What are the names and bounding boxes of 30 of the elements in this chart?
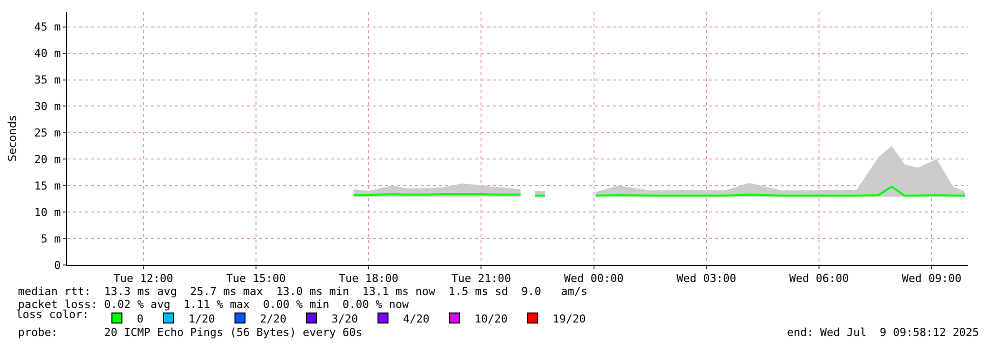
y-tick-label: 5 m xyxy=(40,232,62,246)
text: probe: 20 ICMP Echo Pings (56 Bytes) every 60s xyxy=(18,326,362,339)
y-tick-label: 40 m xyxy=(34,47,62,60)
legend-label: 4/20 xyxy=(402,312,430,326)
x-tick-label: Wed 00:00 xyxy=(564,272,624,286)
legend-label: 1/20 xyxy=(188,312,215,326)
legend-label: 2/20 xyxy=(260,312,286,326)
text: median rtt: 13.3 ms avg 25.7 ms max 13.0 ms min 13.1 ms now 1.5 ms sd 9.0 am/s xyxy=(18,285,588,298)
x-tick-label: Tue 15:00 xyxy=(226,272,286,286)
x-tick-label: Wed 03:00 xyxy=(676,272,736,286)
x-tick-label: Tue 21:00 xyxy=(451,272,512,286)
x-tick-label: Wed 06:00 xyxy=(789,272,849,286)
y-tick-label: 25 m xyxy=(34,126,62,140)
y-tick-label: 20 m xyxy=(34,152,62,166)
text: end: Wed Jul 9 09:58:12 2025 xyxy=(787,326,980,339)
legend-label: 19/20 xyxy=(552,312,586,326)
text: packet loss: 0.02 % avg 1.11 % max 0.00 % min 0.00 % now xyxy=(18,298,410,311)
y-tick-label: 10 m xyxy=(34,206,62,219)
legend-label: 3/20 xyxy=(331,312,358,326)
y-tick-label: 45 m xyxy=(34,20,62,34)
x-tick-label: Wed 09:00 xyxy=(902,272,962,286)
y-tick-label: 35 m xyxy=(34,74,62,87)
y-tick-label: 30 m xyxy=(34,100,62,114)
legend-label: 0 xyxy=(136,312,144,326)
y-axis-title: Seconds xyxy=(6,115,19,162)
y-tick-label: 15 m xyxy=(34,179,62,192)
legend-label: 10/20 xyxy=(474,312,508,326)
x-tick-label: Tue 12:00 xyxy=(114,272,174,286)
y-tick-label: 0 xyxy=(54,258,61,272)
x-tick-label: Tue 18:00 xyxy=(338,272,398,286)
